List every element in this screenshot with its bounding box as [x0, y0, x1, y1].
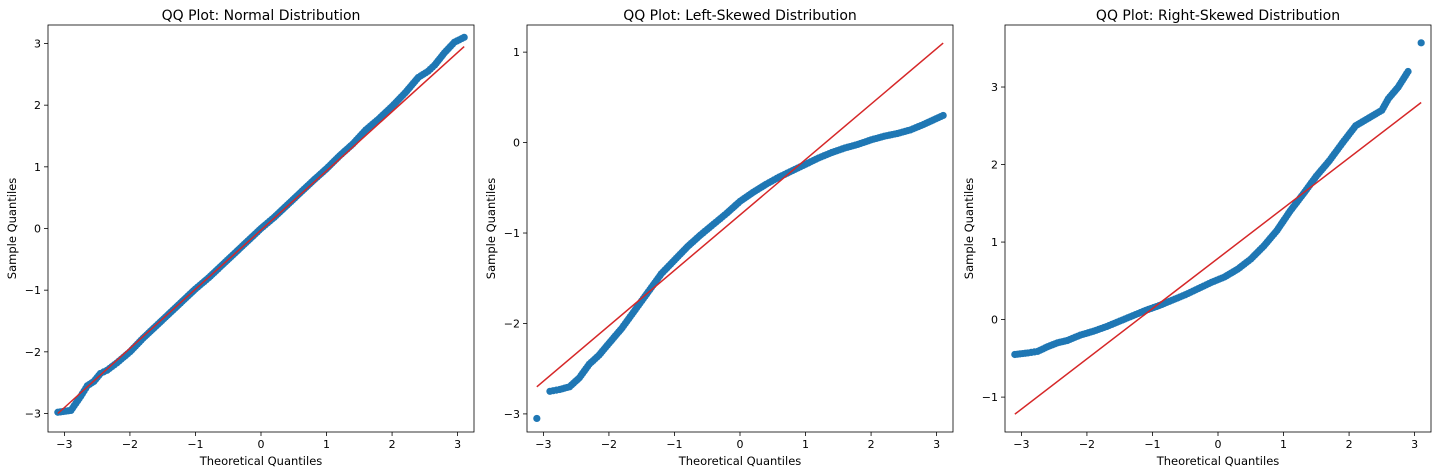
- data-point: [1404, 67, 1412, 76]
- y-tick-label: −2: [504, 317, 520, 330]
- x-tick-label: 2: [868, 438, 875, 451]
- x-tick-label: 0: [1215, 438, 1222, 451]
- y-tick-label: −2: [25, 346, 41, 359]
- chart-title: QQ Plot: Normal Distribution: [162, 8, 361, 24]
- x-tick-label: 1: [1280, 438, 1287, 451]
- y-tick-label: 2: [34, 99, 41, 112]
- x-tick-label: −3: [535, 438, 551, 451]
- right-skewed-qq-panel: QQ Plot: Right-Skewed Distribution Theor…: [962, 8, 1432, 468]
- x-tick-label: −1: [187, 438, 203, 451]
- x-axis-label: Theoretical Quantiles: [678, 454, 802, 468]
- y-tick-label: 1: [513, 46, 520, 59]
- x-tick-label: 2: [1346, 438, 1353, 451]
- x-tick-label: 2: [389, 438, 396, 451]
- chart-title: QQ Plot: Right-Skewed Distribution: [1096, 8, 1340, 24]
- left-skewed-qq-panel: QQ Plot: Left-Skewed Distribution Theore…: [484, 8, 954, 468]
- data-point: [460, 33, 468, 41]
- y-axis-label: Sample Quantiles: [962, 178, 976, 279]
- y-tick-label: 2: [991, 159, 998, 172]
- chart-title: QQ Plot: Left-Skewed Distribution: [623, 8, 857, 24]
- y-axis-label: Sample Quantiles: [484, 178, 498, 279]
- x-tick-label: 3: [454, 438, 461, 451]
- y-axis-label: Sample Quantiles: [5, 178, 19, 279]
- y-tick-label: −3: [25, 408, 41, 421]
- plot-area-frame: [1004, 24, 1432, 433]
- x-tick-label: −2: [1079, 438, 1095, 451]
- x-tick-label: −3: [56, 438, 72, 451]
- data-point: [939, 111, 947, 120]
- normal-qq-panel: QQ Plot: Normal Distribution Theoretical…: [5, 8, 475, 468]
- sample-points: [533, 111, 947, 423]
- y-tick-label: 1: [34, 161, 41, 174]
- y-tick-label: −3: [504, 408, 520, 421]
- y-tick-label: 3: [34, 38, 41, 51]
- x-tick-label: −1: [1144, 438, 1160, 451]
- x-axis-label: Theoretical Quantiles: [1156, 454, 1280, 468]
- plot-area-frame: [526, 24, 954, 433]
- x-tick-label: 3: [933, 438, 940, 451]
- x-tick-label: 0: [258, 438, 265, 451]
- y-tick-label: 0: [513, 137, 520, 150]
- x-tick-label: 1: [323, 438, 330, 451]
- y-tick-label: −1: [504, 227, 520, 240]
- y-tick-label: 3: [991, 81, 998, 94]
- y-tick-label: −1: [25, 284, 41, 297]
- x-tick-label: −2: [122, 438, 138, 451]
- data-point: [1417, 39, 1425, 47]
- reference-line: [1014, 101, 1422, 415]
- x-tick-label: 1: [802, 438, 809, 451]
- x-tick-label: −1: [666, 438, 682, 451]
- x-tick-label: 3: [1411, 438, 1418, 451]
- data-point: [533, 414, 541, 423]
- y-tick-label: −1: [982, 391, 998, 404]
- y-tick-label: 1: [991, 236, 998, 249]
- y-tick-label: 0: [991, 314, 998, 327]
- reference-line: [536, 42, 944, 388]
- x-tick-label: −3: [1013, 438, 1029, 451]
- x-axis-label: Theoretical Quantiles: [199, 454, 323, 468]
- reference-line: [57, 46, 465, 415]
- y-tick-label: 0: [34, 223, 41, 236]
- x-tick-label: 0: [737, 438, 744, 451]
- x-tick-label: −2: [601, 438, 617, 451]
